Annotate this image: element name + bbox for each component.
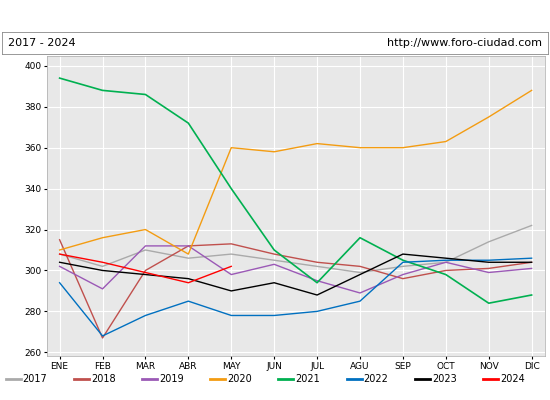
Text: http://www.foro-ciudad.com: http://www.foro-ciudad.com [387,38,542,48]
Text: 2023: 2023 [432,374,456,384]
Text: 2022: 2022 [364,374,388,384]
Text: 2018: 2018 [91,374,116,384]
Text: 2021: 2021 [295,374,320,384]
Text: 2017: 2017 [23,374,47,384]
Text: 2017 - 2024: 2017 - 2024 [8,38,75,48]
Text: Evolucion del paro registrado en Sant Antoni de Vilamajor: Evolucion del paro registrado en Sant An… [94,10,456,23]
Text: 2024: 2024 [500,374,525,384]
Text: 2019: 2019 [159,374,184,384]
Text: 2020: 2020 [227,374,252,384]
